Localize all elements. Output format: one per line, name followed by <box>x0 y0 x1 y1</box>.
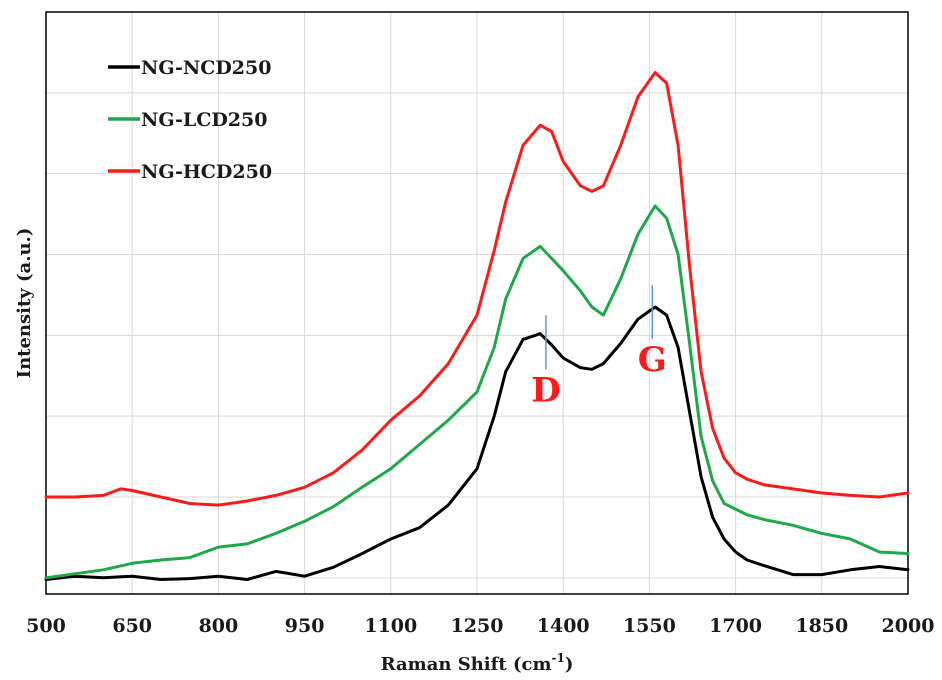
series-layer <box>44 71 910 581</box>
x-tick-label-1550: 1550 <box>623 615 676 637</box>
x-tick-label-1400: 1400 <box>537 615 590 637</box>
x-tick-label-800: 800 <box>199 615 239 637</box>
legend: NG-NCD250 NG-LCD250 NG-HCD250 <box>108 57 272 183</box>
x-axis-title-close: ) <box>565 654 574 675</box>
x-tick-label-1850: 1850 <box>795 615 848 637</box>
series-line-NG-HCD250 <box>44 71 910 507</box>
plot-frame <box>45 11 909 595</box>
legend-label-NG-HCD250: NG-HCD250 <box>141 161 272 183</box>
series-line-NG-NCD250 <box>44 305 910 581</box>
peak-label-D: D <box>531 370 560 410</box>
legend-label-NG-NCD250: NG-NCD250 <box>141 57 271 79</box>
x-tick-label-950: 950 <box>285 615 325 637</box>
x-tick-label-1250: 1250 <box>451 615 504 637</box>
x-tick-label-1700: 1700 <box>709 615 762 637</box>
legend-label-NG-LCD250: NG-LCD250 <box>141 109 267 131</box>
annotation-layer: DG <box>531 285 667 410</box>
x-tick-label-1100: 1100 <box>364 615 417 637</box>
peak-label-G: G <box>638 340 667 380</box>
x-tick-label-2000: 2000 <box>882 615 935 637</box>
x-axis-title: Raman Shift (cm-1) <box>381 651 574 675</box>
x-tick-labels: 500 650 800 950 1100 1250 1400 1550 1700 1850 2000 <box>26 615 934 637</box>
x-tick-label-650: 650 <box>112 615 152 637</box>
grid-layer <box>45 11 909 594</box>
x-tick-label-500: 500 <box>26 615 66 637</box>
series-line-NG-LCD250 <box>44 204 910 580</box>
y-axis-title: Intensity (a.u.) <box>14 228 35 379</box>
x-axis-title-superscript: -1 <box>552 651 565 665</box>
